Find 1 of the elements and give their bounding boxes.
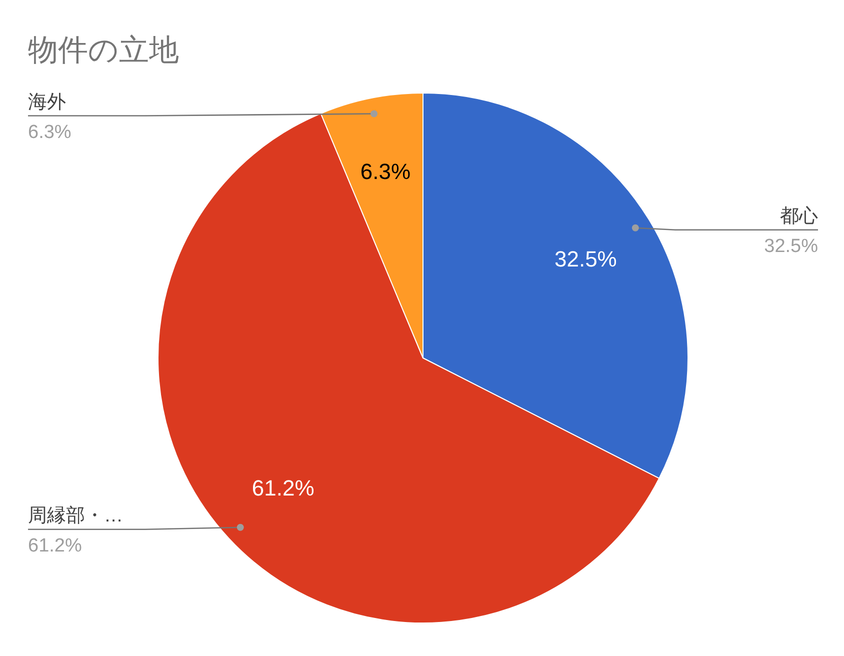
title: 物件の立地 — [28, 34, 179, 67]
